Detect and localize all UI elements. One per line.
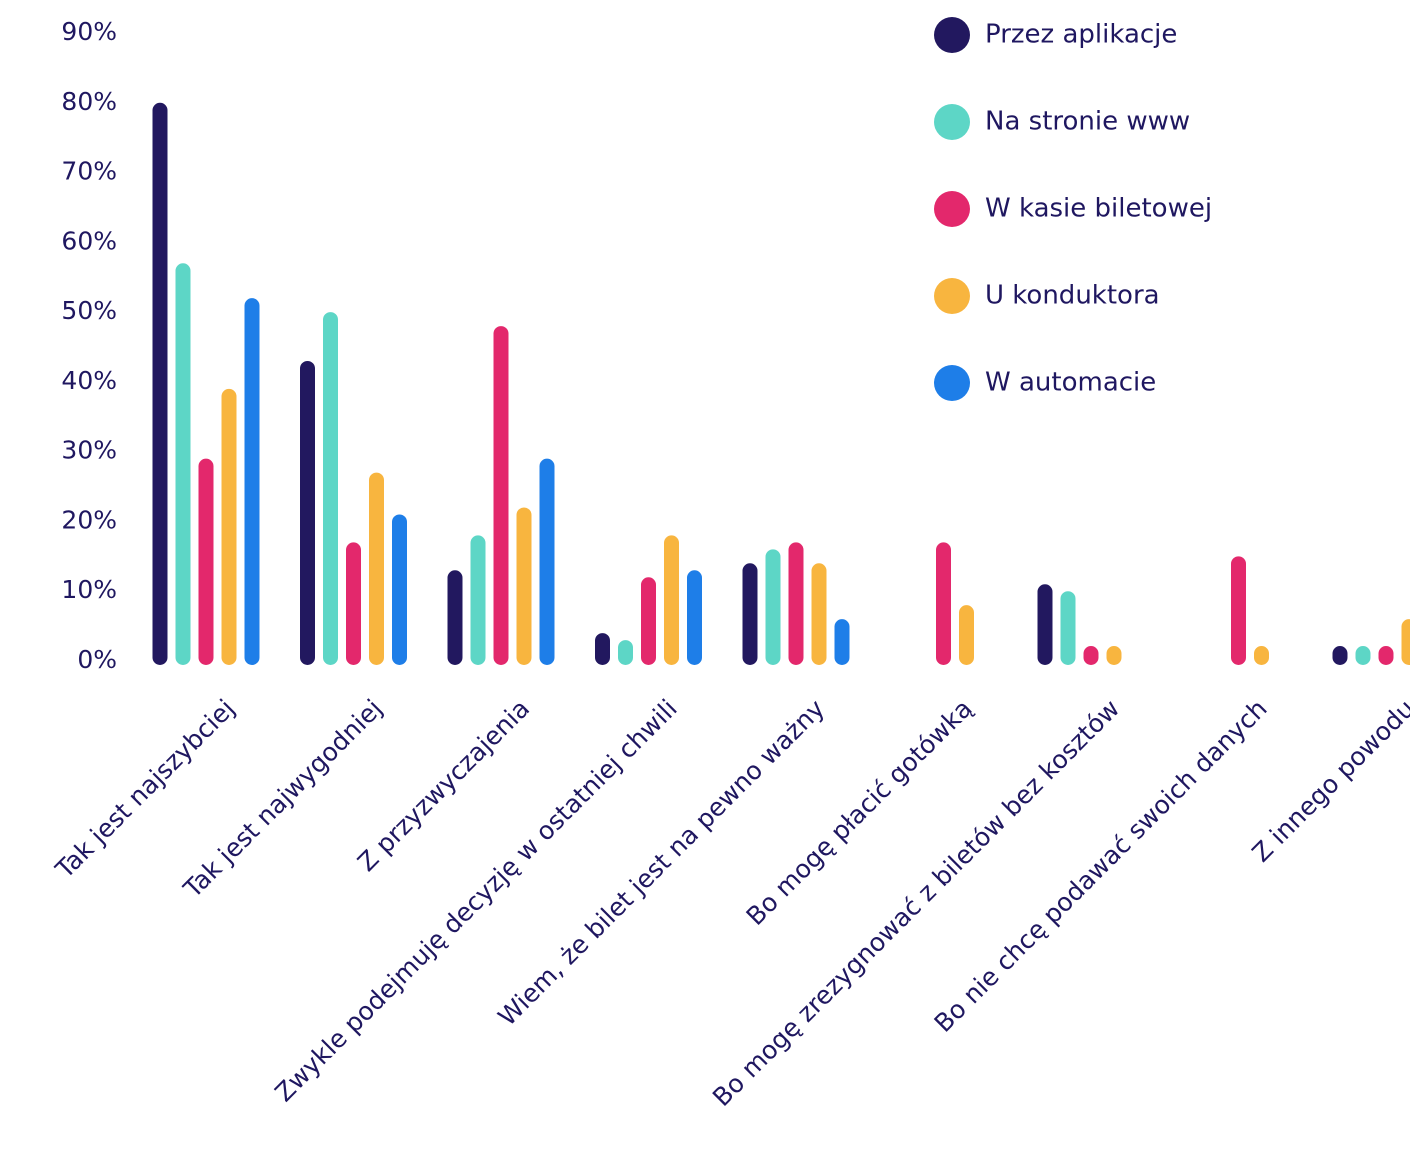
y-tick-label: 10% [61,575,117,604]
legend-swatch [934,365,970,401]
legend-label: Na stronie www [985,107,1190,137]
bar [346,542,361,665]
bar [323,312,338,665]
bar [369,472,384,665]
bar [765,549,781,665]
y-tick-label: 40% [61,366,117,395]
y-tick-label: 80% [61,87,117,116]
bar [516,507,532,665]
y-axis: 0% 10% 20% 30% 40% 50% 60% 70% 80% 90% [61,17,117,674]
bar [959,605,974,665]
legend-swatch [934,278,970,314]
bar [392,514,407,665]
y-tick-label: 70% [61,157,117,186]
y-tick-label: 0% [77,645,117,674]
bar [1231,556,1246,665]
bar [1037,584,1053,665]
y-tick-label: 90% [61,17,117,46]
bar [1378,646,1394,665]
bar [1355,646,1371,665]
legend-label: Przez aplikacje [985,20,1177,50]
legend-swatch [934,17,970,53]
bar [595,633,610,665]
bar [175,263,191,665]
bar [152,102,168,666]
y-tick-label: 30% [61,436,117,465]
bar [788,542,804,665]
legend: Przez aplikacje Na stronie www W kasie bil… [934,17,1212,401]
bar [834,619,850,665]
legend-label: W automacie [985,368,1156,398]
bar [664,535,679,665]
bar [1254,646,1269,665]
bar [198,458,214,665]
legend-label: W kasie biletowej [985,194,1212,224]
bar [244,298,260,665]
bar [1106,646,1122,665]
y-tick-label: 50% [61,296,117,325]
bar [539,458,555,665]
bar [447,570,463,665]
bar [1083,646,1099,665]
bar [936,542,951,665]
bar [221,388,237,665]
x-tick-label: Bo nie chcę podawać swoich danych [929,694,1273,1038]
x-tick-label: Wiem, że bilet jest na pewno ważny [493,694,831,1032]
bar [493,326,509,665]
bar [618,640,633,665]
bar [300,360,315,665]
y-tick-label: 20% [61,505,117,534]
y-tick-label: 60% [61,226,117,255]
bar [1332,646,1348,665]
bar [1401,619,1410,665]
bar [687,570,702,665]
bar [742,563,758,665]
bar [1060,591,1076,665]
bar [470,535,486,665]
legend-label: U konduktora [985,281,1160,311]
legend-swatch [934,104,970,140]
bar [641,577,656,665]
legend-swatch [934,191,970,227]
bars [152,102,1410,666]
x-tick-label: Z innego powodu [1246,694,1410,868]
bar [811,563,827,665]
